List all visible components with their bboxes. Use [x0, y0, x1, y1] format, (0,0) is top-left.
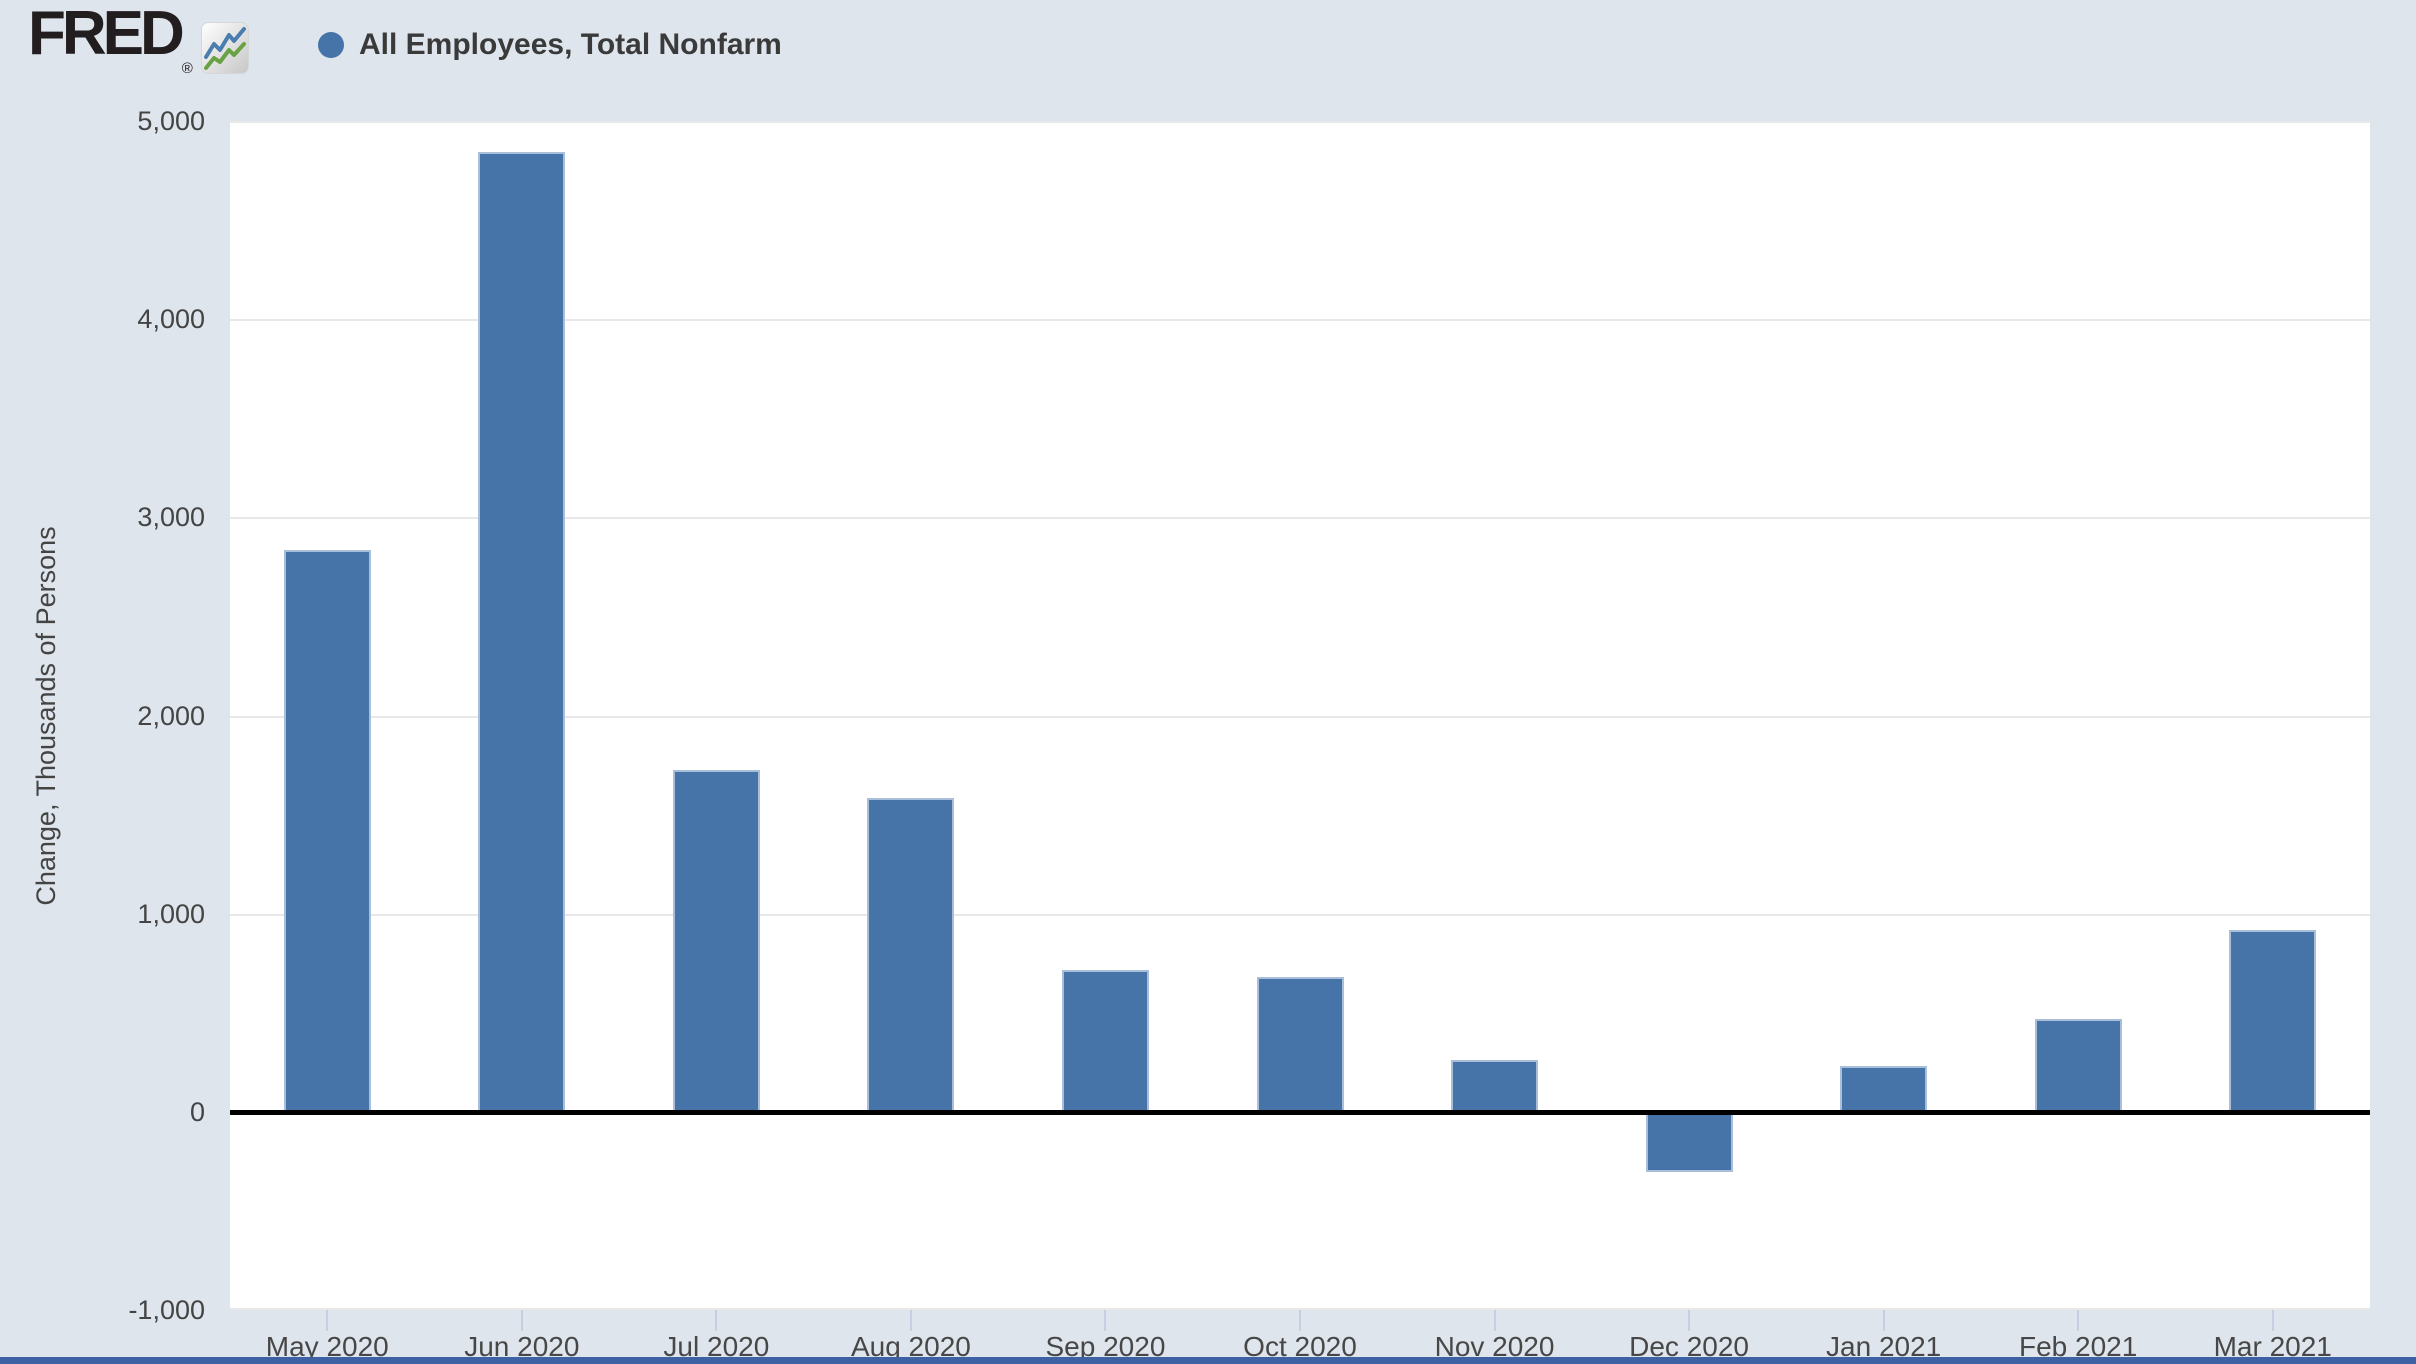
bottom-strip [0, 1357, 2416, 1364]
x-tick-aug-2020 [909, 1310, 912, 1331]
bar-sep-2020[interactable] [1061, 969, 1149, 1112]
x-tick-jun-2020 [520, 1310, 523, 1331]
y-tick-label-2000: 2,000 [137, 700, 205, 731]
legend: All Employees, Total Nonfarm [318, 28, 782, 62]
zero-axis-line [230, 1109, 2370, 1115]
bar-mar-2021[interactable] [2229, 930, 2317, 1112]
x-tick-oct-2020 [1299, 1310, 1301, 1331]
gridline-3000 [230, 517, 2370, 520]
x-tick-label-feb-2021: Feb 2021 [2019, 1331, 2138, 1362]
x-tick-label-may-2020: May 2020 [265, 1331, 389, 1362]
bar-dec-2020[interactable] [1645, 1111, 1733, 1173]
bar-aug-2020[interactable] [867, 798, 955, 1112]
bar-may-2020[interactable] [283, 550, 371, 1112]
bar-oct-2020[interactable] [1256, 977, 1344, 1112]
bar-nov-2020[interactable] [1451, 1059, 1539, 1112]
x-tick-label-dec-2020: Dec 2020 [1629, 1331, 1750, 1362]
x-tick-label-jan-2021: Jan 2021 [1826, 1331, 1942, 1362]
gridline--1000 [230, 1308, 2370, 1310]
bar-feb-2021[interactable] [2034, 1019, 2122, 1112]
y-tick-label-3000: 3,000 [137, 502, 205, 533]
x-tick-jul-2020 [715, 1310, 718, 1331]
bar-jan-2021[interactable] [1840, 1065, 1928, 1112]
chart-header: FRED ® All Employees, Total Nonfarm [0, 0, 2416, 78]
x-tick-label-aug-2020: Aug 2020 [850, 1331, 971, 1362]
registered-trademark-symbol: ® [181, 60, 193, 77]
x-tick-sep-2020 [1104, 1310, 1107, 1331]
y-tick-label-4000: 4,000 [137, 304, 205, 335]
y-tick-label-1000: 1,000 [137, 898, 205, 929]
bar-jul-2020[interactable] [672, 769, 760, 1112]
fred-logo[interactable]: FRED ® [28, 0, 249, 79]
fred-logo-text: FRED [28, 0, 185, 68]
y-tick-label-0: 0 [189, 1096, 205, 1127]
legend-series-label: All Employees, Total Nonfarm [359, 28, 782, 61]
x-tick-label-mar-2021: Mar 2021 [2213, 1331, 2332, 1362]
x-tick-feb-2021 [2077, 1310, 2080, 1331]
x-tick-label-nov-2020: Nov 2020 [1434, 1331, 1555, 1362]
x-tick-label-jul-2020: Jul 2020 [663, 1331, 770, 1362]
gridline-5000 [230, 121, 2370, 123]
x-tick-mar-2021 [2271, 1310, 2274, 1331]
bar-jun-2020[interactable] [478, 151, 566, 1112]
x-tick-label-oct-2020: Oct 2020 [1243, 1331, 1357, 1362]
x-tick-may-2020 [326, 1310, 329, 1331]
gridline-1000 [230, 913, 2370, 916]
y-tick-label--1000: -1,000 [128, 1295, 205, 1325]
fred-logo-chart-icon [200, 22, 249, 79]
x-tick-label-jun-2020: Jun 2020 [464, 1331, 580, 1362]
x-tick-label-sep-2020: Sep 2020 [1045, 1331, 1166, 1362]
x-tick-nov-2020 [1493, 1310, 1496, 1331]
gridline-4000 [230, 319, 2370, 322]
plot-area [230, 121, 2370, 1310]
legend-marker-icon [318, 32, 344, 58]
x-tick-jan-2021 [1882, 1310, 1885, 1331]
y-tick-label-5000: 5,000 [137, 106, 205, 136]
gridline-2000 [230, 715, 2370, 718]
x-tick-dec-2020 [1688, 1310, 1691, 1331]
